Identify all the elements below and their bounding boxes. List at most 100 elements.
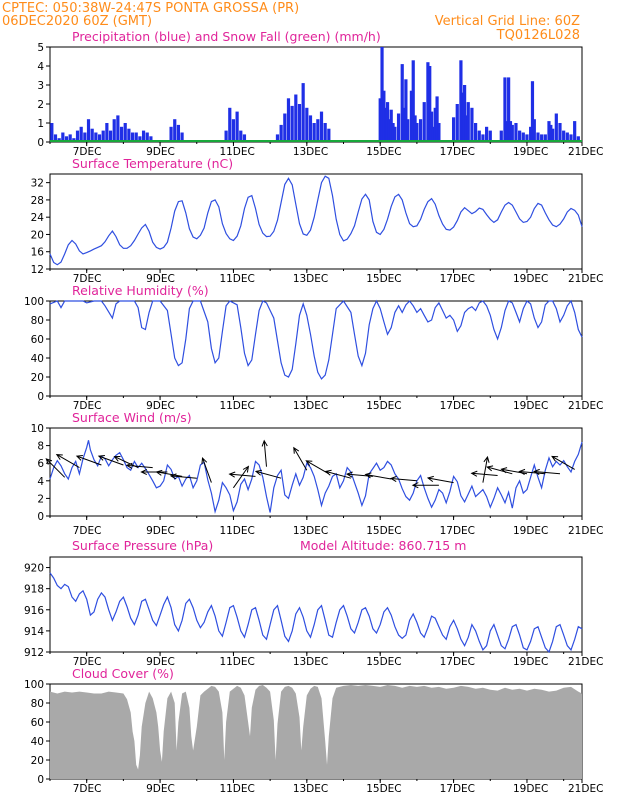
precip-bar xyxy=(396,113,401,142)
header-run-date: 06DEC2020 60Z (GMT) xyxy=(2,14,152,29)
precip-bar xyxy=(569,134,573,142)
wind-arrow xyxy=(55,454,80,469)
x-tick-label: 9DEC xyxy=(146,273,175,285)
y-tick-label: 24 xyxy=(31,212,45,224)
y-tick-label: 912 xyxy=(24,647,44,659)
panel-1: Precipitation (blue) and Snow Fall (gree… xyxy=(37,29,603,158)
precip-bar xyxy=(130,132,135,142)
x-tick-label: 11DEC xyxy=(219,273,254,285)
plot-frame xyxy=(49,173,583,270)
precip-bar xyxy=(418,119,423,142)
precip-bar xyxy=(428,66,432,142)
y-tick-label: 40 xyxy=(31,353,44,365)
precip-bar xyxy=(123,123,127,142)
x-tick-label: 7DEC xyxy=(73,656,102,668)
x-tick-label: 21DEC xyxy=(568,400,603,412)
precip-bar xyxy=(481,134,485,142)
precip-bar xyxy=(275,134,280,142)
x-tick-label: 11DEC xyxy=(219,525,254,537)
y-tick-label: 32 xyxy=(31,178,44,190)
precip-bar xyxy=(503,77,507,142)
precip-bar xyxy=(393,126,397,142)
y-tick-label: 4 xyxy=(37,61,44,73)
x-tick-label: 9DEC xyxy=(146,146,175,158)
precip-bar xyxy=(514,123,518,142)
precip-bar xyxy=(305,107,309,142)
precip-bar xyxy=(543,134,547,142)
x-tick-label: 9DEC xyxy=(146,656,175,668)
precip-bar xyxy=(470,107,474,142)
y-tick-label: 12 xyxy=(31,264,44,276)
precip-bar xyxy=(141,130,146,142)
precip-bar xyxy=(433,107,437,142)
plot-frame xyxy=(49,300,583,397)
precip-bar xyxy=(97,134,102,142)
wind-arrow xyxy=(364,472,392,480)
precip-bar xyxy=(455,104,459,142)
precip-bar xyxy=(521,132,525,142)
wind-arrow xyxy=(470,470,498,477)
wind-arrow xyxy=(532,468,561,476)
precip-bar xyxy=(549,124,553,142)
precip-bar xyxy=(378,98,382,142)
precip-bar xyxy=(576,136,580,142)
x-tick-label: 21DEC xyxy=(568,525,603,537)
precip-bar xyxy=(108,130,113,142)
x-tick-label: 13DEC xyxy=(293,656,328,668)
x-tick-label: 13DEC xyxy=(293,146,328,158)
panel-4: Surface Wind (m/s) 0 2 4 6 8 10 7DEC 9DEC 11DEC 13… xyxy=(31,410,604,537)
series-line xyxy=(49,299,583,380)
y-tick-label: 916 xyxy=(24,605,44,617)
precip-bar xyxy=(385,102,390,142)
precip-bar xyxy=(145,132,149,142)
wind-arrow xyxy=(254,469,282,479)
precip-bar xyxy=(297,104,302,142)
y-tick-label: 100 xyxy=(24,296,44,308)
x-tick-label: 15DEC xyxy=(366,146,401,158)
precip-bar xyxy=(505,121,509,142)
precip-bar xyxy=(242,134,247,142)
precip-bar xyxy=(53,134,58,142)
wind-arrow xyxy=(97,455,124,466)
wind-arrow xyxy=(293,446,308,471)
precip-bar xyxy=(61,132,65,142)
header-station: CPTEC: 050:38W-24:47S PONTA GROSSA (PR) xyxy=(2,1,299,16)
panel-2: Surface Temperature (nC) 12 16 20 24 28 32 7DEC… xyxy=(31,156,604,285)
wind-arrow xyxy=(45,458,66,478)
precip-bar xyxy=(488,130,492,142)
precip-bar xyxy=(387,119,391,142)
x-tick-label: 7DEC xyxy=(73,273,102,285)
precip-bar xyxy=(239,130,243,142)
wind-arrow xyxy=(482,455,490,483)
plot-frame xyxy=(49,46,583,143)
precip-bar xyxy=(466,102,470,142)
x-tick-label: 15DEC xyxy=(366,525,401,537)
precip-bar xyxy=(459,60,463,142)
x-tick-label: 13DEC xyxy=(293,783,328,795)
precip-bar xyxy=(558,123,562,142)
precip-bar xyxy=(283,113,287,142)
x-tick-label: 15DEC xyxy=(366,656,401,668)
wind-arrow xyxy=(169,473,197,480)
precip-bar xyxy=(316,119,320,142)
y-tick-label: 5 xyxy=(37,42,44,54)
y-tick-label: 20 xyxy=(31,229,44,241)
series-line xyxy=(49,440,583,514)
precip-bar xyxy=(437,123,441,142)
precip-bar xyxy=(149,136,153,142)
precip-bar xyxy=(138,136,142,142)
wind-arrow xyxy=(551,455,575,470)
precip-bar xyxy=(411,60,415,142)
wind-arrow xyxy=(486,465,513,475)
y-tick-label: 6 xyxy=(37,458,44,470)
x-tick-label: 19DEC xyxy=(513,656,548,668)
precip-bar xyxy=(134,132,138,142)
wind-arrow xyxy=(75,455,102,466)
precip-bar xyxy=(94,132,98,142)
y-tick-label: 2 xyxy=(37,493,44,505)
wind-arrow xyxy=(201,457,212,483)
precip-bar xyxy=(429,111,434,142)
y-tick-label: 920 xyxy=(24,563,44,575)
precip-bar xyxy=(435,96,439,142)
